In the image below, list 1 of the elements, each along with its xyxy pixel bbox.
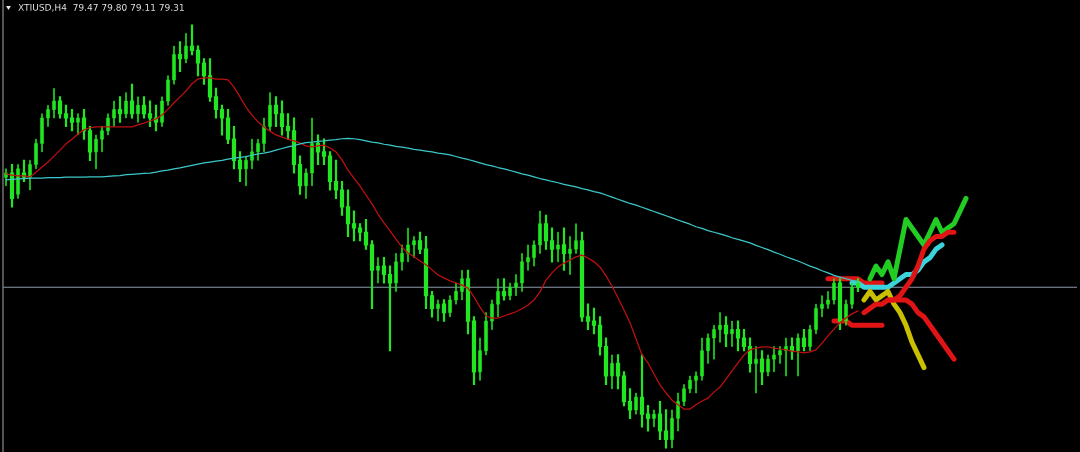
chart-title: XTIUSD,H4 79.47 79.80 79.11 79.31 [18,3,184,12]
